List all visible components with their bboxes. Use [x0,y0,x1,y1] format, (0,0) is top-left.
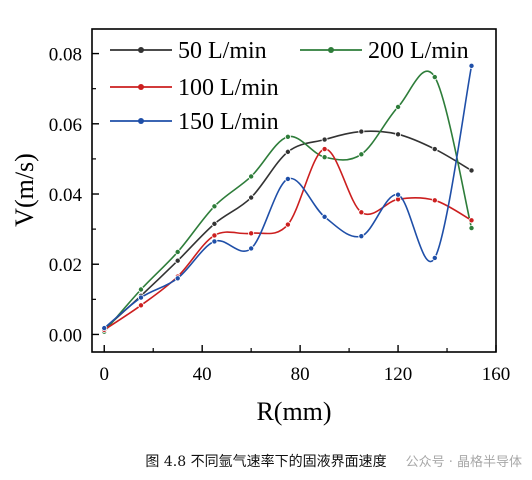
y-tick-label: 0.04 [49,185,83,206]
data-point [137,286,144,293]
data-point [211,232,218,239]
data-point [358,151,365,158]
legend-label: 50 L/min [178,38,267,64]
data-point [395,131,402,138]
y-tick-label: 0.00 [49,325,82,346]
series-line [103,65,473,329]
data-point [468,167,475,174]
data-point [321,136,328,143]
data-point [321,146,328,153]
chart: 0 40 80 120 160 0.00 0.02 0.04 0.06 0.08 50 L/min… [10,28,511,426]
legend-swatch-marker [138,84,144,90]
data-point [284,148,291,155]
data-point [248,245,255,252]
data-point [174,257,181,264]
x-tick-label: 80 [291,364,310,385]
x-tick-label: 0 [99,364,109,385]
data-point [321,154,328,161]
series-layer [101,62,475,335]
data-point [395,191,402,198]
data-point [431,197,438,204]
data-point [468,217,475,224]
data-point [358,128,365,135]
data-point [395,103,402,110]
legend-label: 150 L/min [178,109,279,135]
series-1 [101,70,475,335]
y-tick-label: 0.06 [49,115,82,136]
series-3 [101,62,475,332]
data-point [248,173,255,180]
legend-swatch-marker [328,47,334,53]
legend-label: 200 L/min [368,38,469,64]
data-point [468,225,475,232]
data-point [211,203,218,210]
y-tick-label: 0.08 [49,45,82,66]
legend-label: 100 L/min [178,75,279,101]
data-point [358,209,365,216]
data-point [431,74,438,81]
legend: 50 L/min 200 L/min 100 L/min 150 L/min [110,38,469,135]
data-point [431,146,438,153]
data-point [468,62,475,69]
series-line [103,70,473,333]
data-point [284,175,291,182]
data-point [248,230,255,237]
data-point [101,325,108,332]
watermark: 公众号 · 晶格半导体 [405,455,522,470]
series-0 [101,128,475,333]
legend-swatch-marker [138,47,144,53]
x-tick-label: 160 [482,364,511,385]
data-point [211,220,218,227]
data-point [358,233,365,240]
data-point [321,213,328,220]
legend-swatch-marker [138,118,144,124]
figure-caption: 图 4.8 不同氩气速率下的固液界面速度 [145,454,387,470]
plot-frame [91,28,497,353]
data-point [137,294,144,301]
axis-ticks: 0 40 80 120 160 0.00 0.02 0.04 0.06 0.08 [49,45,511,385]
x-tick-label: 120 [384,364,413,385]
data-point [284,133,291,140]
plot-border [91,28,497,353]
data-point [211,238,218,245]
y-tick-label: 0.02 [49,255,82,276]
data-point [431,254,438,261]
x-tick-label: 40 [193,364,212,385]
series-line [103,130,472,330]
data-point [174,275,181,282]
data-point [174,248,181,255]
y-axis-title: V(m/s) [10,153,39,227]
data-point [284,221,291,228]
data-point [137,302,144,309]
data-point [248,194,255,201]
x-axis-title: R(mm) [256,397,331,426]
